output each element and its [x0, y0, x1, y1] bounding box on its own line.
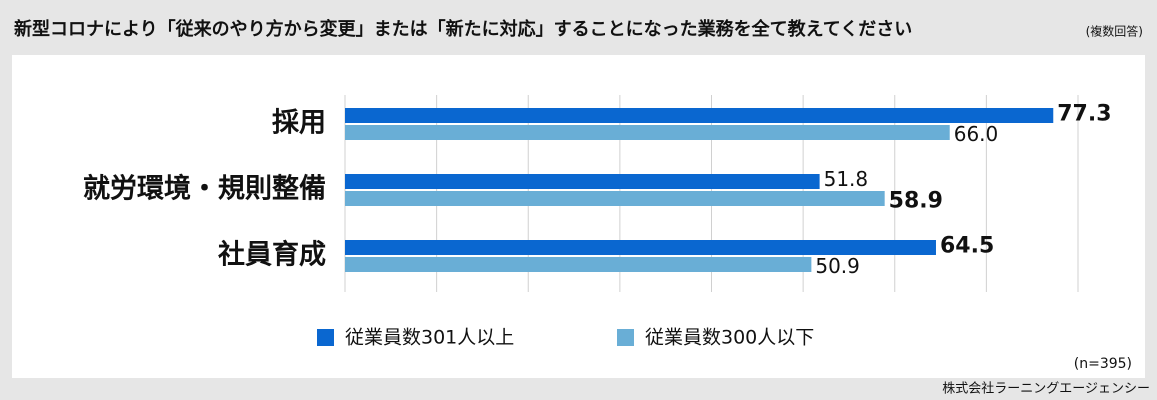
- legend-swatch: [617, 329, 634, 346]
- category-label: 就労環境・規則整備: [83, 173, 326, 205]
- note: (n=395): [1074, 356, 1132, 372]
- chart-title: 新型コロナにより「従来のやり方から変更」または「新たに対応」することになった業務…: [14, 18, 912, 40]
- bar: [345, 257, 812, 272]
- panel: [12, 55, 1145, 378]
- bar: [345, 240, 936, 255]
- bar: [345, 191, 885, 206]
- legend-label: 従業員数301人以上: [345, 327, 514, 349]
- value-label: 51.8: [824, 167, 869, 191]
- source: 株式会社ラーニングエージェンシー: [942, 381, 1150, 397]
- value-label: 66.0: [954, 122, 999, 146]
- bar: [345, 174, 820, 189]
- bar: [345, 125, 950, 140]
- value-label: 64.5: [940, 234, 994, 259]
- chart-subtitle: (複数回答): [1086, 24, 1143, 39]
- category-label: 社員育成: [218, 239, 326, 271]
- category-label: 採用: [272, 108, 326, 139]
- bar: [345, 108, 1054, 123]
- value-label: 50.9: [815, 254, 860, 278]
- legend-swatch: [317, 329, 334, 346]
- value-label: 77.3: [1057, 102, 1111, 127]
- value-label: 58.9: [889, 189, 943, 214]
- legend-label: 従業員数300人以下: [645, 327, 814, 349]
